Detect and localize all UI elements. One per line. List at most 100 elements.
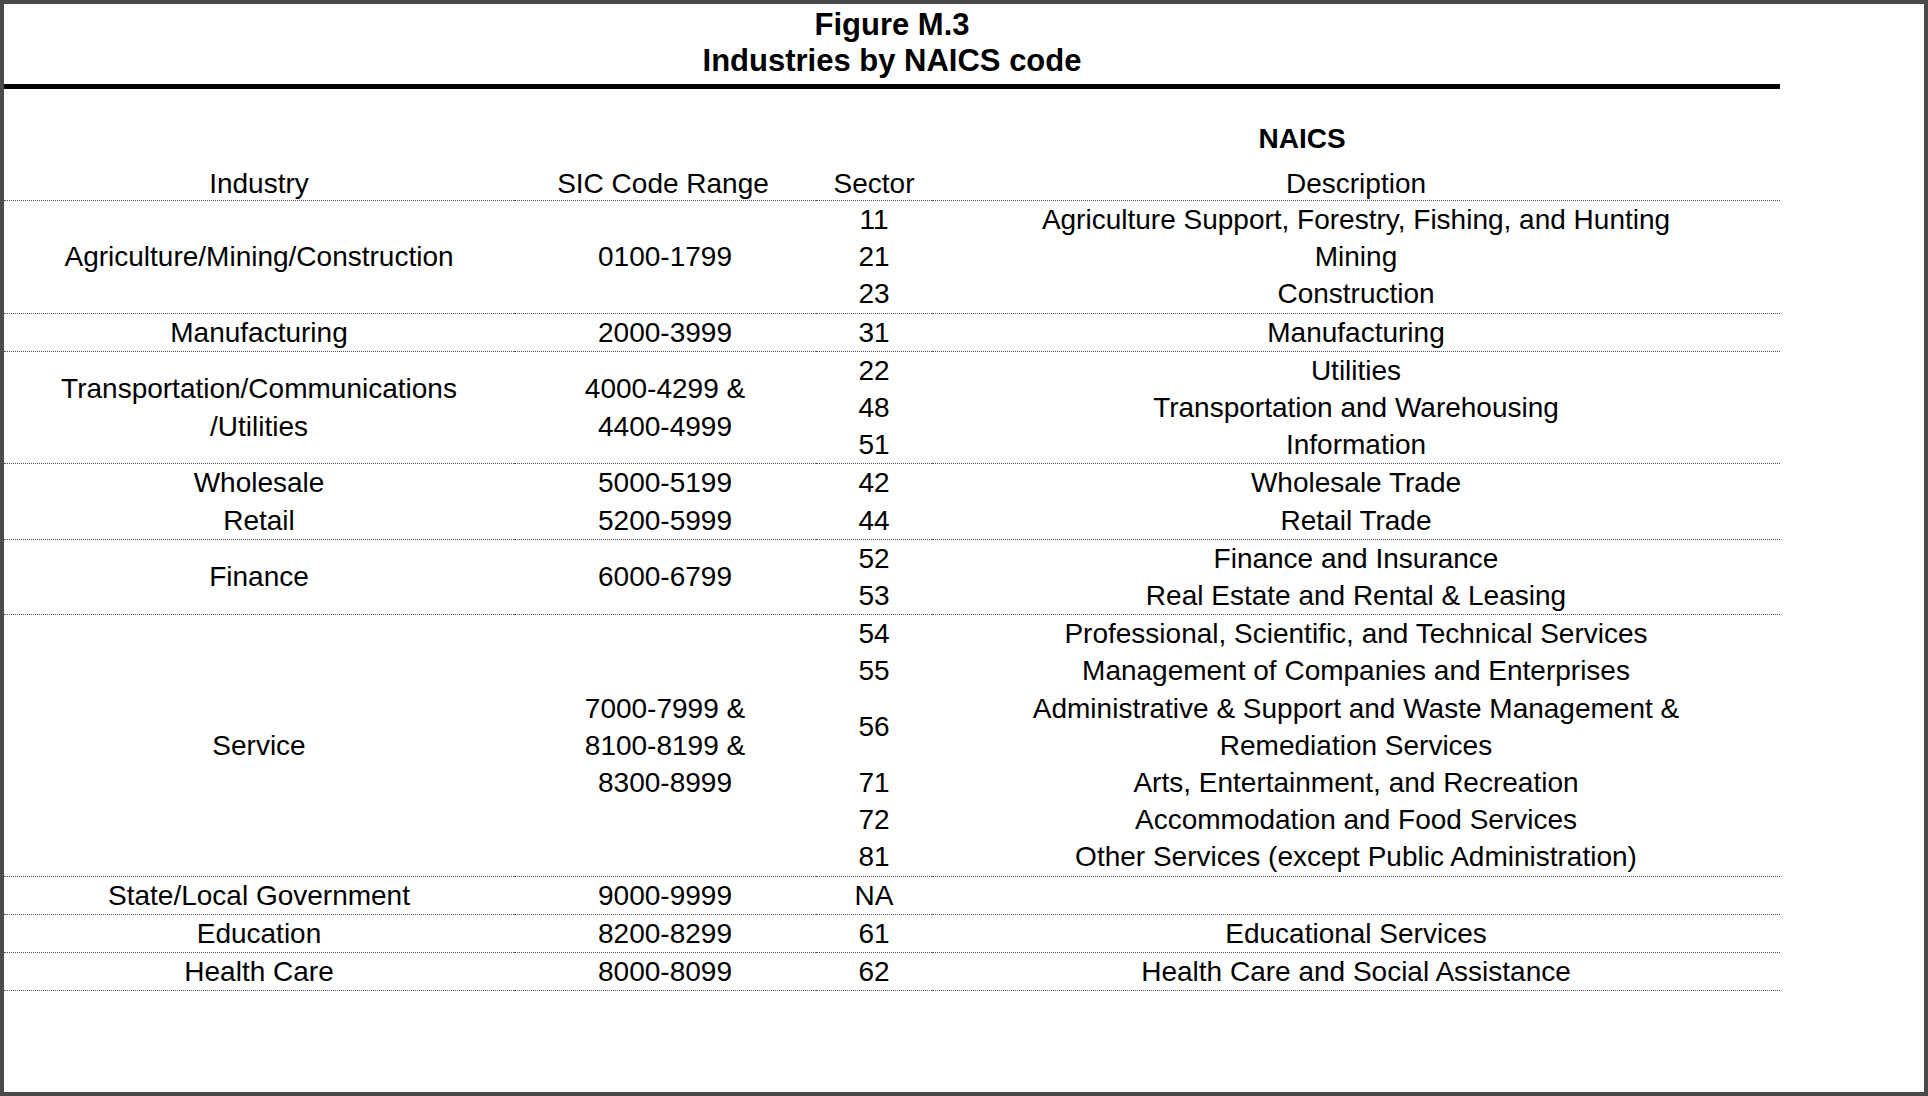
naics-description-cell: Educational Services: [932, 914, 1780, 952]
industry-cell: Health Care: [4, 953, 514, 991]
naics-description-cell: Health Care and Social Assistance: [932, 953, 1780, 991]
sic-code-range-cell: 2000-3999: [514, 313, 816, 351]
industry-line: Retail: [4, 502, 514, 539]
industry-cell: Education: [4, 914, 514, 952]
naics-sector-cell: 11: [816, 201, 932, 239]
column-header-sic-code-range: SIC Code Range: [557, 166, 769, 202]
naics-description-cell: Professional, Scientific, and Technical …: [932, 615, 1780, 653]
sic-code-range-cell: 9000-9999: [514, 876, 816, 914]
naics-sector-cell: 48: [816, 389, 932, 426]
naics-sector-cell: 72: [816, 801, 932, 838]
table-row: Service7000-7999 &8100-8199 &8300-899954…: [4, 615, 1780, 653]
sic-code-line: 8000-8099: [514, 953, 816, 990]
naics-sector-cell: 42: [816, 464, 932, 502]
figure-title-line-1: Figure M.3: [4, 7, 1780, 43]
description-line: Finance and Insurance: [932, 540, 1780, 577]
industry-group: Manufacturing2000-399931Manufacturing: [4, 313, 1780, 351]
naics-description-cell: Information: [932, 426, 1780, 464]
naics-description-cell: Transportation and Warehousing: [932, 389, 1780, 426]
column-header-sector: Sector: [834, 166, 915, 202]
naics-description-cell: Management of Companies and Enterprises: [932, 652, 1780, 689]
naics-sector-cell: 56: [816, 690, 932, 764]
sic-code-range-cell: 6000-6799: [514, 539, 816, 614]
industry-group: Education8200-829961Educational Services: [4, 914, 1780, 952]
naics-description-cell: Administrative & Support and Waste Manag…: [932, 690, 1780, 764]
industry-line: Agriculture/Mining/Construction: [4, 238, 514, 275]
industry-line: Finance: [4, 558, 514, 595]
table-row: Manufacturing2000-399931Manufacturing: [4, 313, 1780, 351]
naics-sector-cell: 71: [816, 764, 932, 801]
description-line: Remediation Services: [932, 727, 1780, 764]
naics-description-cell: Accommodation and Food Services: [932, 801, 1780, 838]
sic-code-line: 2000-3999: [514, 314, 816, 351]
industry-group: Transportation/Communications/Utilities4…: [4, 351, 1780, 464]
industry-cell: Manufacturing: [4, 313, 514, 351]
naics-sector-cell: 55: [816, 652, 932, 689]
sic-code-range-cell: 5000-51995200-5999: [514, 464, 816, 539]
sic-code-line: 4000-4299 &: [514, 370, 816, 407]
description-line: Other Services (except Public Administra…: [932, 838, 1780, 875]
description-line: Real Estate and Rental & Leasing: [932, 577, 1780, 614]
table-row: Finance6000-679952Finance and Insurance: [4, 539, 1780, 577]
naics-description-cell: Agriculture Support, Forestry, Fishing, …: [932, 201, 1780, 239]
industry-line: /Utilities: [4, 408, 514, 445]
naics-description-cell: Retail Trade: [932, 502, 1780, 540]
industry-group: Agriculture/Mining/Construction0100-1799…: [4, 201, 1780, 314]
industry-cell: Finance: [4, 539, 514, 614]
column-header-industry: Industry: [209, 166, 309, 202]
sic-code-range-cell: 8200-8299: [514, 914, 816, 952]
industry-line: Education: [4, 915, 514, 952]
description-line: Health Care and Social Assistance: [932, 953, 1780, 990]
description-line: Agriculture Support, Forestry, Fishing, …: [932, 201, 1780, 238]
naics-sector-cell: 31: [816, 313, 932, 351]
industry-cell: Transportation/Communications/Utilities: [4, 351, 514, 464]
table-row: Transportation/Communications/Utilities4…: [4, 351, 1780, 389]
description-line: Educational Services: [932, 915, 1780, 952]
description-line: Transportation and Warehousing: [932, 389, 1780, 426]
table-row: State/Local Government9000-9999NA: [4, 876, 1780, 914]
table-row: WholesaleRetail5000-51995200-599942Whole…: [4, 464, 1780, 502]
industry-line: Service: [4, 727, 514, 764]
industry-line: Health Care: [4, 953, 514, 990]
naics-description-cell: Manufacturing: [932, 313, 1780, 351]
industry-line: State/Local Government: [4, 877, 514, 914]
industry-group: Service7000-7999 &8100-8199 &8300-899954…: [4, 615, 1780, 876]
naics-description-cell: Other Services (except Public Administra…: [932, 838, 1780, 876]
sic-code-line: 5000-5199: [514, 464, 816, 501]
description-line: Information: [932, 426, 1780, 463]
naics-sector-cell: 61: [816, 914, 932, 952]
naics-group-header: NAICS: [1258, 121, 1345, 157]
sic-code-line: 8200-8299: [514, 915, 816, 952]
naics-sector-cell: 54: [816, 615, 932, 653]
sic-code-line: 5200-5999: [514, 502, 816, 539]
industry-line: Manufacturing: [4, 314, 514, 351]
sic-code-line: 9000-9999: [514, 877, 816, 914]
table-row: Health Care8000-809962Health Care and So…: [4, 953, 1780, 991]
description-line: Retail Trade: [932, 502, 1780, 539]
naics-description-cell: Utilities: [932, 351, 1780, 389]
title-divider-rule: [4, 84, 1780, 89]
naics-sector-cell: 81: [816, 838, 932, 876]
description-line: Professional, Scientific, and Technical …: [932, 615, 1780, 652]
sic-code-range-cell: 7000-7999 &8100-8199 &8300-8999: [514, 615, 816, 876]
description-line: Accommodation and Food Services: [932, 801, 1780, 838]
naics-description-cell: Mining: [932, 238, 1780, 275]
naics-sector-cell: 62: [816, 953, 932, 991]
industry-line: Wholesale: [4, 464, 514, 501]
naics-table: Agriculture/Mining/Construction0100-1799…: [4, 200, 1780, 991]
sic-code-range-cell: 0100-1799: [514, 201, 816, 314]
description-line: Arts, Entertainment, and Recreation: [932, 764, 1780, 801]
industry-cell: State/Local Government: [4, 876, 514, 914]
sic-code-range-cell: 4000-4299 &4400-4999: [514, 351, 816, 464]
figure-page: Figure M.3 Industries by NAICS code NAIC…: [0, 0, 1928, 1096]
description-line: Utilities: [932, 352, 1780, 389]
table-row: Education8200-829961Educational Services: [4, 914, 1780, 952]
naics-description-cell: Arts, Entertainment, and Recreation: [932, 764, 1780, 801]
industry-group: State/Local Government9000-9999NA: [4, 876, 1780, 914]
industry-group: Health Care8000-809962Health Care and So…: [4, 953, 1780, 991]
naics-description-cell: Real Estate and Rental & Leasing: [932, 577, 1780, 615]
description-line: Management of Companies and Enterprises: [932, 652, 1780, 689]
naics-sector-cell: NA: [816, 876, 932, 914]
description-line: Administrative & Support and Waste Manag…: [932, 690, 1780, 727]
naics-sector-cell: 53: [816, 577, 932, 615]
